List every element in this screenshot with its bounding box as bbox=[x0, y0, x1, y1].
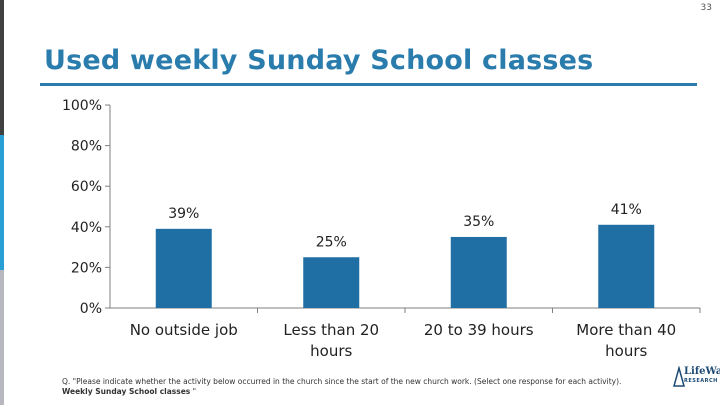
bar bbox=[303, 257, 360, 308]
x-tick-label-line: hours bbox=[310, 342, 352, 360]
x-tick-label: 20 to 39 hours bbox=[424, 321, 534, 339]
data-label: 39% bbox=[168, 206, 199, 222]
y-tick-label: 40% bbox=[71, 220, 102, 236]
x-tick-label-line: hours bbox=[605, 342, 647, 360]
y-tick-label: 20% bbox=[71, 260, 102, 276]
x-tick-label-line: 20 to 39 hours bbox=[424, 321, 534, 339]
accent-segment-gray bbox=[0, 270, 4, 405]
bar bbox=[598, 224, 655, 308]
data-label: 41% bbox=[611, 202, 642, 218]
y-tick-label: 100% bbox=[62, 98, 102, 114]
x-tick-label: Less than 20 hours bbox=[283, 321, 379, 360]
x-tick-label-line: Less than 20 bbox=[283, 321, 379, 339]
footnote: Q. "Please indicate whether the activity… bbox=[62, 377, 622, 397]
lifeway-logo: LifeWay RESEARCH bbox=[672, 366, 720, 394]
footnote-question: Q. "Please indicate whether the activity… bbox=[62, 377, 622, 386]
y-tick-label: 80% bbox=[71, 139, 102, 155]
data-label: 35% bbox=[463, 214, 494, 230]
footnote-end: " bbox=[190, 387, 197, 396]
x-tick-label: More than 40 hours bbox=[576, 321, 676, 360]
accent-segment-dark bbox=[0, 0, 4, 135]
page-title: Used weekly Sunday School classes bbox=[44, 45, 594, 76]
x-tick-label-line: No outside job bbox=[130, 321, 238, 339]
page-number: 33 bbox=[700, 3, 712, 13]
x-tick-label-line: More than 40 bbox=[576, 321, 676, 339]
title-underline bbox=[40, 83, 697, 86]
y-tick-label: 60% bbox=[71, 179, 102, 195]
logo-text: LifeWay bbox=[684, 366, 720, 377]
accent-segment-blue bbox=[0, 135, 4, 270]
logo-subtext: RESEARCH bbox=[684, 378, 718, 384]
x-tick-label: No outside job bbox=[130, 321, 238, 339]
logo-mark-icon bbox=[673, 366, 685, 387]
bar bbox=[450, 236, 507, 308]
bar bbox=[155, 228, 212, 308]
footnote-activity: Weekly Sunday School classes bbox=[62, 387, 191, 396]
left-accent-bar bbox=[0, 0, 4, 405]
data-label: 25% bbox=[316, 234, 347, 250]
y-tick-label: 0% bbox=[80, 301, 102, 317]
